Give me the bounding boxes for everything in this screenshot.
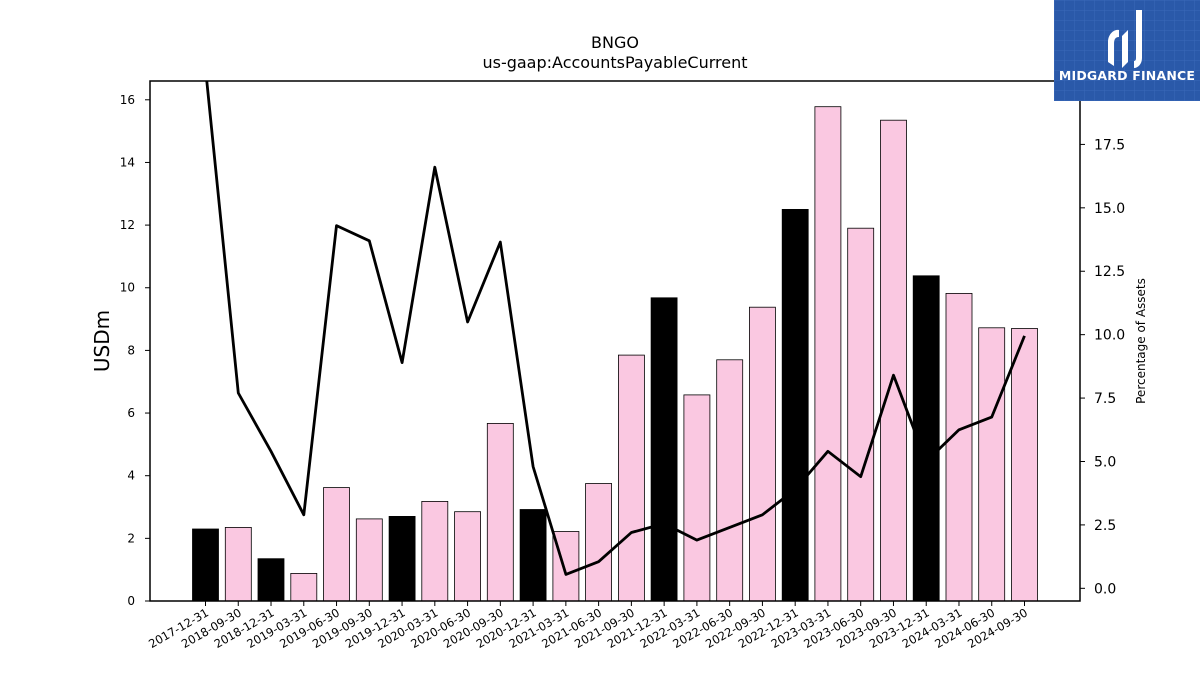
y-left-tick-label: 16 <box>120 93 135 107</box>
bar-2023-03-31 <box>814 106 842 602</box>
y-left-tick-label: 4 <box>127 469 135 483</box>
bar-2020-12-31 <box>519 509 547 602</box>
y-right-tick-label: 15.0 <box>1094 201 1125 217</box>
bar-2024-09-30 <box>1011 328 1038 602</box>
bar-2019-12-31 <box>388 516 416 602</box>
bar-2021-09-30 <box>618 354 645 602</box>
y-right-tick-label: 10.0 <box>1094 328 1125 344</box>
logo-mark-right <box>1134 10 1142 68</box>
bar-2023-06-30 <box>847 227 875 602</box>
line-series <box>205 81 1026 576</box>
y-right-tick-label: 7.5 <box>1094 391 1116 407</box>
y-axis-right-label: Percentage of Assets <box>1134 278 1148 404</box>
y-left-tick-label: 0 <box>127 594 135 608</box>
logo-mark-mid <box>1122 30 1128 68</box>
y-left-tick-label: 14 <box>120 155 135 169</box>
bar-series <box>192 106 1038 602</box>
bar-2020-09-30 <box>486 422 514 602</box>
y-left-tick-label: 8 <box>127 343 135 357</box>
bar-2022-06-30 <box>716 359 744 602</box>
bar-2019-06-30 <box>323 487 350 602</box>
y-right-tick-label: 5.0 <box>1094 454 1116 470</box>
y-left-tick-label: 6 <box>127 406 135 420</box>
logo-text: MIDGARD FINANCE <box>1058 68 1196 83</box>
bar-2024-03-31 <box>945 292 973 602</box>
bar-2019-03-31 <box>290 573 318 602</box>
percentage-line <box>205 81 1026 576</box>
y-left-tick-label: 2 <box>127 531 135 545</box>
bar-2023-09-30 <box>880 119 907 602</box>
y-right-tick-label: 17.5 <box>1094 137 1125 153</box>
bar-2021-12-31 <box>650 297 678 602</box>
bar-2018-09-30 <box>224 527 252 602</box>
bar-2020-03-31 <box>421 500 449 602</box>
bar-2019-09-30 <box>355 518 383 602</box>
bar-2022-12-31 <box>781 208 809 602</box>
y-axis-left-label: USDm <box>90 310 114 372</box>
y-right-tick-label: 2.5 <box>1094 518 1116 534</box>
bar-2024-06-30 <box>978 327 1006 602</box>
y-right-tick-label: 0.0 <box>1094 581 1116 597</box>
chart-title: BNGO <box>591 33 639 52</box>
chart-subtitle: us-gaap:AccountsPayableCurrent <box>482 53 747 72</box>
midgard-finance-logo: MIDGARD FINANCE <box>1054 0 1200 101</box>
bar-2017-12-31 <box>192 528 219 602</box>
bar-2022-09-30 <box>749 306 776 602</box>
midgard-logo-icon <box>1054 0 1200 101</box>
bar-2020-06-30 <box>454 511 482 602</box>
logo-mark-left <box>1108 29 1119 66</box>
plot-frame <box>149 80 1081 602</box>
y-right-tick-label: 12.5 <box>1094 264 1125 280</box>
bar-2022-03-31 <box>683 394 711 602</box>
y-left-tick-label: 12 <box>120 218 135 232</box>
bar-2021-06-30 <box>585 483 612 602</box>
bar-2018-12-31 <box>257 558 285 602</box>
y-left-tick-label: 10 <box>120 281 135 295</box>
